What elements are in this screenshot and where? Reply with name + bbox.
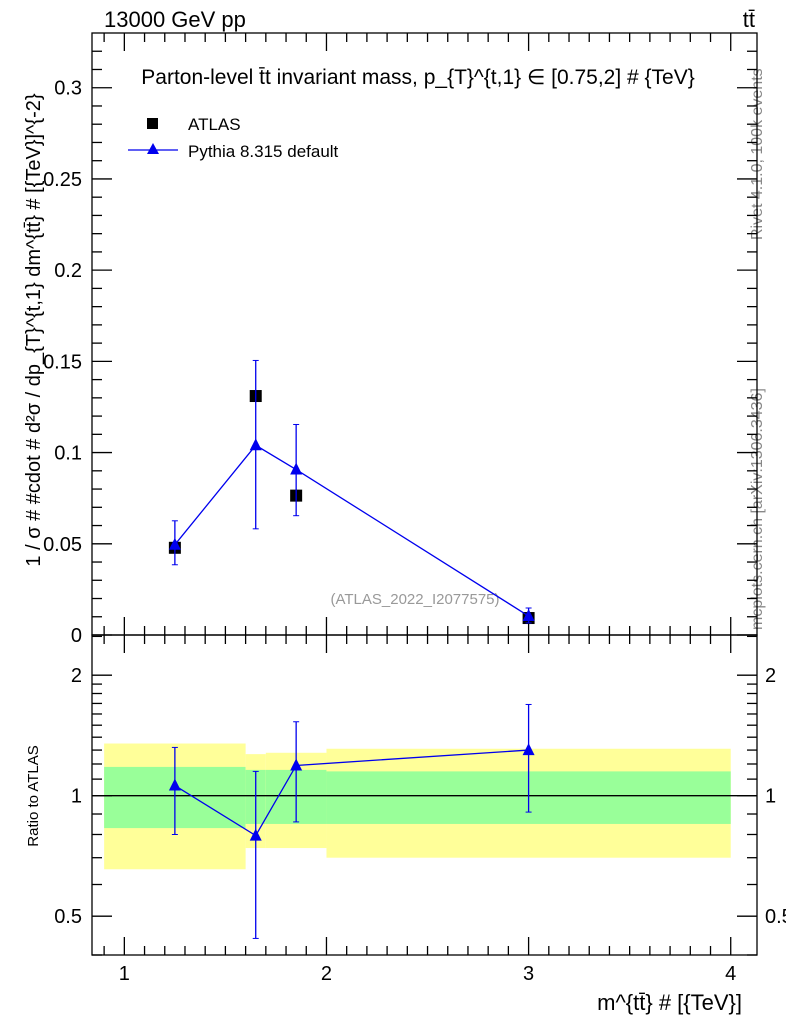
pythia-point — [168, 537, 181, 550]
y-tick-label: 0 — [71, 625, 82, 647]
pythia-point — [522, 609, 535, 622]
ratio-frame — [91, 634, 758, 956]
legend-atlas-label: ATLAS — [188, 115, 241, 134]
y-tick-label: 0.05 — [43, 534, 82, 556]
legend-atlas-marker — [147, 118, 158, 129]
y-tick-label: 0.15 — [43, 351, 82, 373]
y-tick-label: 0.1 — [54, 443, 82, 465]
y-tick-label: 0.2 — [54, 260, 82, 282]
ratio-point — [522, 743, 535, 756]
pythia-line — [174, 444, 529, 617]
ratio-y-tick-label: 2 — [71, 665, 82, 687]
x-tick-label: 2 — [321, 963, 332, 985]
ratio-line — [174, 749, 529, 837]
process-label: tt̄ — [743, 7, 755, 32]
energy-label: 13000 GeV pp — [104, 7, 246, 32]
ratio-y-tick-label-right: 2 — [765, 665, 776, 687]
ratio-y-axis-label: Ratio to ATLAS — [25, 745, 42, 846]
ratio-y-tick-label-right: 1 — [765, 786, 776, 808]
y-tick-label: 0.25 — [43, 169, 82, 191]
y-tick-label: 0.3 — [54, 78, 82, 100]
pythia-point — [249, 438, 262, 451]
legend-mc-marker — [147, 143, 159, 154]
y-axis-label: 1 / σ # #cdot # d²σ / dp_{T}^{t,1} dm^{t… — [23, 93, 45, 566]
ratio-point — [290, 758, 303, 771]
ratio-point — [168, 778, 181, 791]
ratio-y-tick-label: 1 — [71, 786, 82, 808]
x-tick-label: 3 — [523, 963, 534, 985]
x-tick-label: 1 — [119, 963, 130, 985]
ratio-y-tick-label: 0.5 — [54, 906, 82, 928]
ratio-y-tick-label-right: 0.5 — [765, 906, 786, 928]
pythia-point — [290, 462, 303, 475]
ratio-point — [249, 828, 262, 841]
x-axis-label: m^{tt̄} # [{TeV}] — [597, 990, 742, 1015]
legend: ATLAS Pythia 8.315 default — [128, 115, 339, 161]
x-tick-label: 4 — [725, 963, 736, 985]
legend-mc-label: Pythia 8.315 default — [188, 142, 339, 161]
chart-title: Parton-level t̄t invariant mass, p_{T}^{… — [141, 66, 694, 89]
watermark: (ATLAS_2022_I2077575) — [330, 591, 499, 608]
